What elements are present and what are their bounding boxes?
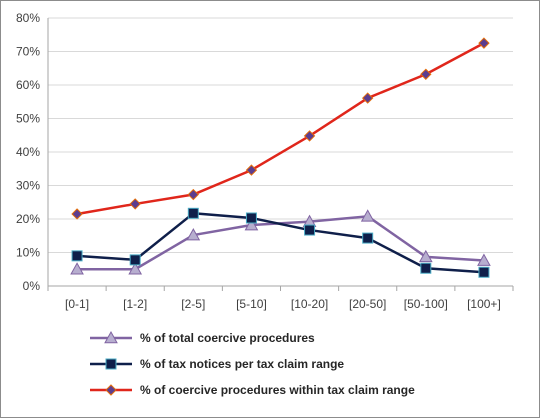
x-tick-label: [20-50]: [349, 297, 386, 311]
data-point-s1: [70, 262, 84, 275]
y-tick-label: 60%: [16, 78, 40, 92]
data-point-s2: [478, 266, 490, 278]
data-point-s3: [303, 130, 316, 142]
data-point-s2: [304, 224, 316, 236]
data-point-s1: [360, 209, 375, 222]
data-point-s3: [187, 188, 200, 201]
data-point-s2: [187, 207, 199, 219]
data-point-s1: [418, 249, 433, 263]
data-point-s3: [478, 37, 490, 49]
x-tick-label: [100+]: [467, 297, 501, 311]
y-tick-label: 30%: [16, 179, 40, 193]
series-line-2: [76, 212, 485, 274]
data-point-s1: [186, 228, 201, 241]
y-tick-label: 50%: [16, 112, 40, 126]
legend-label-3: % of coercive procedures within tax clai…: [140, 383, 415, 397]
y-tick-label: 70%: [16, 45, 40, 59]
data-point-s1: [244, 218, 259, 231]
legend-marker-1: [104, 330, 118, 344]
y-tick-label: 40%: [16, 145, 40, 159]
y-tick-label: 20%: [16, 212, 40, 226]
x-tick-label: [10-20]: [291, 297, 328, 311]
data-point-s3: [361, 92, 374, 104]
legend-label-2: % of tax notices per tax claim range: [140, 357, 344, 371]
data-point-s2: [129, 254, 141, 266]
data-point-s2: [71, 250, 83, 262]
x-tick-label: [1-2]: [123, 297, 147, 311]
legend-label-1: % of total coercive procedures: [140, 331, 315, 345]
data-point-s3: [71, 208, 83, 220]
data-point-s3: [245, 164, 258, 176]
x-tick-label: [50-100]: [404, 297, 448, 311]
data-point-s2: [362, 232, 374, 244]
x-tick-label: [0-1]: [65, 297, 89, 311]
data-point-s3: [420, 68, 432, 80]
data-point-s2: [245, 212, 257, 224]
y-tick-label: 0%: [23, 279, 41, 293]
data-point-s1: [477, 253, 491, 266]
series-line-3: [76, 42, 485, 216]
legend-marker-2: [105, 358, 117, 370]
legend-marker-3: [105, 384, 117, 396]
data-point-s2: [420, 262, 432, 274]
y-tick-label: 10%: [16, 246, 40, 260]
x-tick-label: [5-10]: [236, 297, 267, 311]
x-tick-label: [2-5]: [181, 297, 205, 311]
y-tick-label: 80%: [16, 11, 40, 25]
data-point-s1: [128, 262, 143, 275]
data-point-s3: [129, 198, 141, 210]
